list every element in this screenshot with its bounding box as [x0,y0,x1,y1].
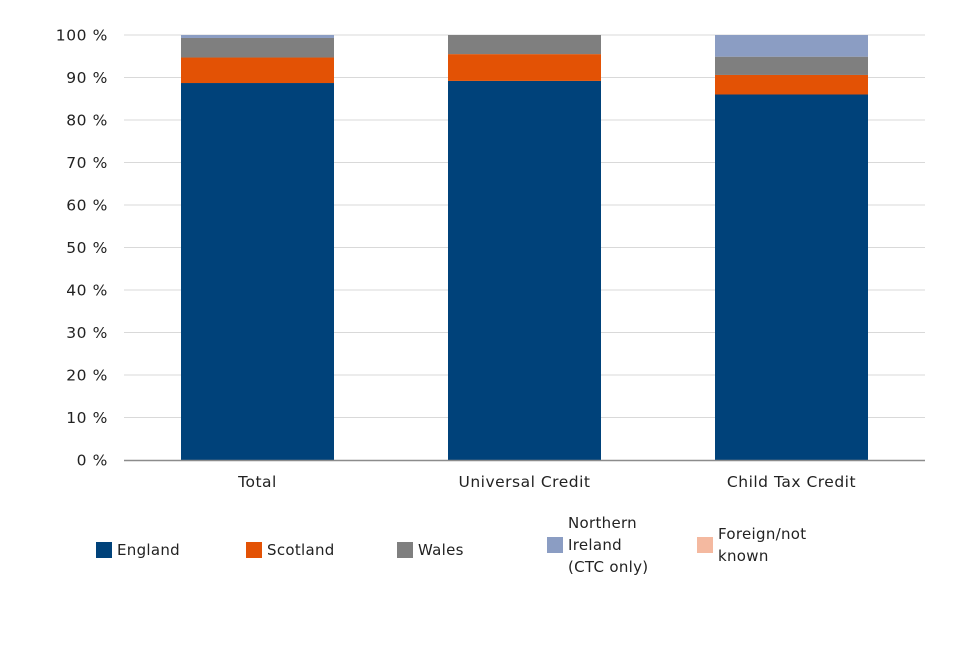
y-tick-label: 30 % [66,324,108,342]
bar-segment-wales [715,56,868,75]
x-tick-label: Universal Credit [459,473,591,491]
y-tick-label: 10 % [66,409,108,427]
y-tick-label: 40 % [66,282,108,300]
bar-segment-northern-ireland-ctc-only [715,35,868,57]
bar-segment-wales [181,37,334,58]
y-tick-label: 90 % [66,69,108,87]
x-tick-label: Child Tax Credit [727,473,856,491]
y-tick-label: 20 % [66,367,108,385]
legend-label: Northern Ireland (CTC only) [568,514,649,576]
y-tick-label: 100 % [56,27,108,45]
bar-segment-england [181,83,334,461]
legend-item-england: England [96,539,180,561]
legend-item-foreign-not-known: Foreign/not known [697,523,806,567]
bars [181,35,868,461]
legend-item-northern-ireland: Northern Ireland (CTC only) [547,512,648,578]
x-tick-label: Total [237,473,277,491]
legend-label: Scotland [267,541,335,559]
bar-segment-wales [448,35,601,55]
bar-segment-scotland [448,54,601,81]
y-tick-label: 0 % [77,452,108,470]
bar-segment-scotland [181,57,334,84]
legend-item-scotland: Scotland [246,539,335,561]
legend: England Scotland Wales Northern Ireland … [96,512,916,588]
legend-swatch [397,542,413,558]
legend-label: England [117,541,180,559]
bar-segment-england [448,80,601,461]
bar-segment-scotland [715,74,868,95]
legend-swatch [697,537,713,553]
legend-swatch [547,537,563,553]
legend-label: Wales [418,541,464,559]
bar-segment-england [715,94,868,460]
y-tick-label: 80 % [66,112,108,130]
y-tick-label: 70 % [66,154,108,172]
legend-swatch [96,542,112,558]
y-tick-label: 50 % [66,239,108,257]
y-tick-label: 60 % [66,197,108,215]
legend-swatch [246,542,262,558]
bar-segment-northern-ireland-ctc-only [181,35,334,38]
legend-item-wales: Wales [397,539,464,561]
axes: 0 % 10 % 20 % 30 % 40 % 50 % 60 % 70 % 80 % 90 % 1… [56,27,925,491]
legend-label: Foreign/not known [718,525,807,565]
